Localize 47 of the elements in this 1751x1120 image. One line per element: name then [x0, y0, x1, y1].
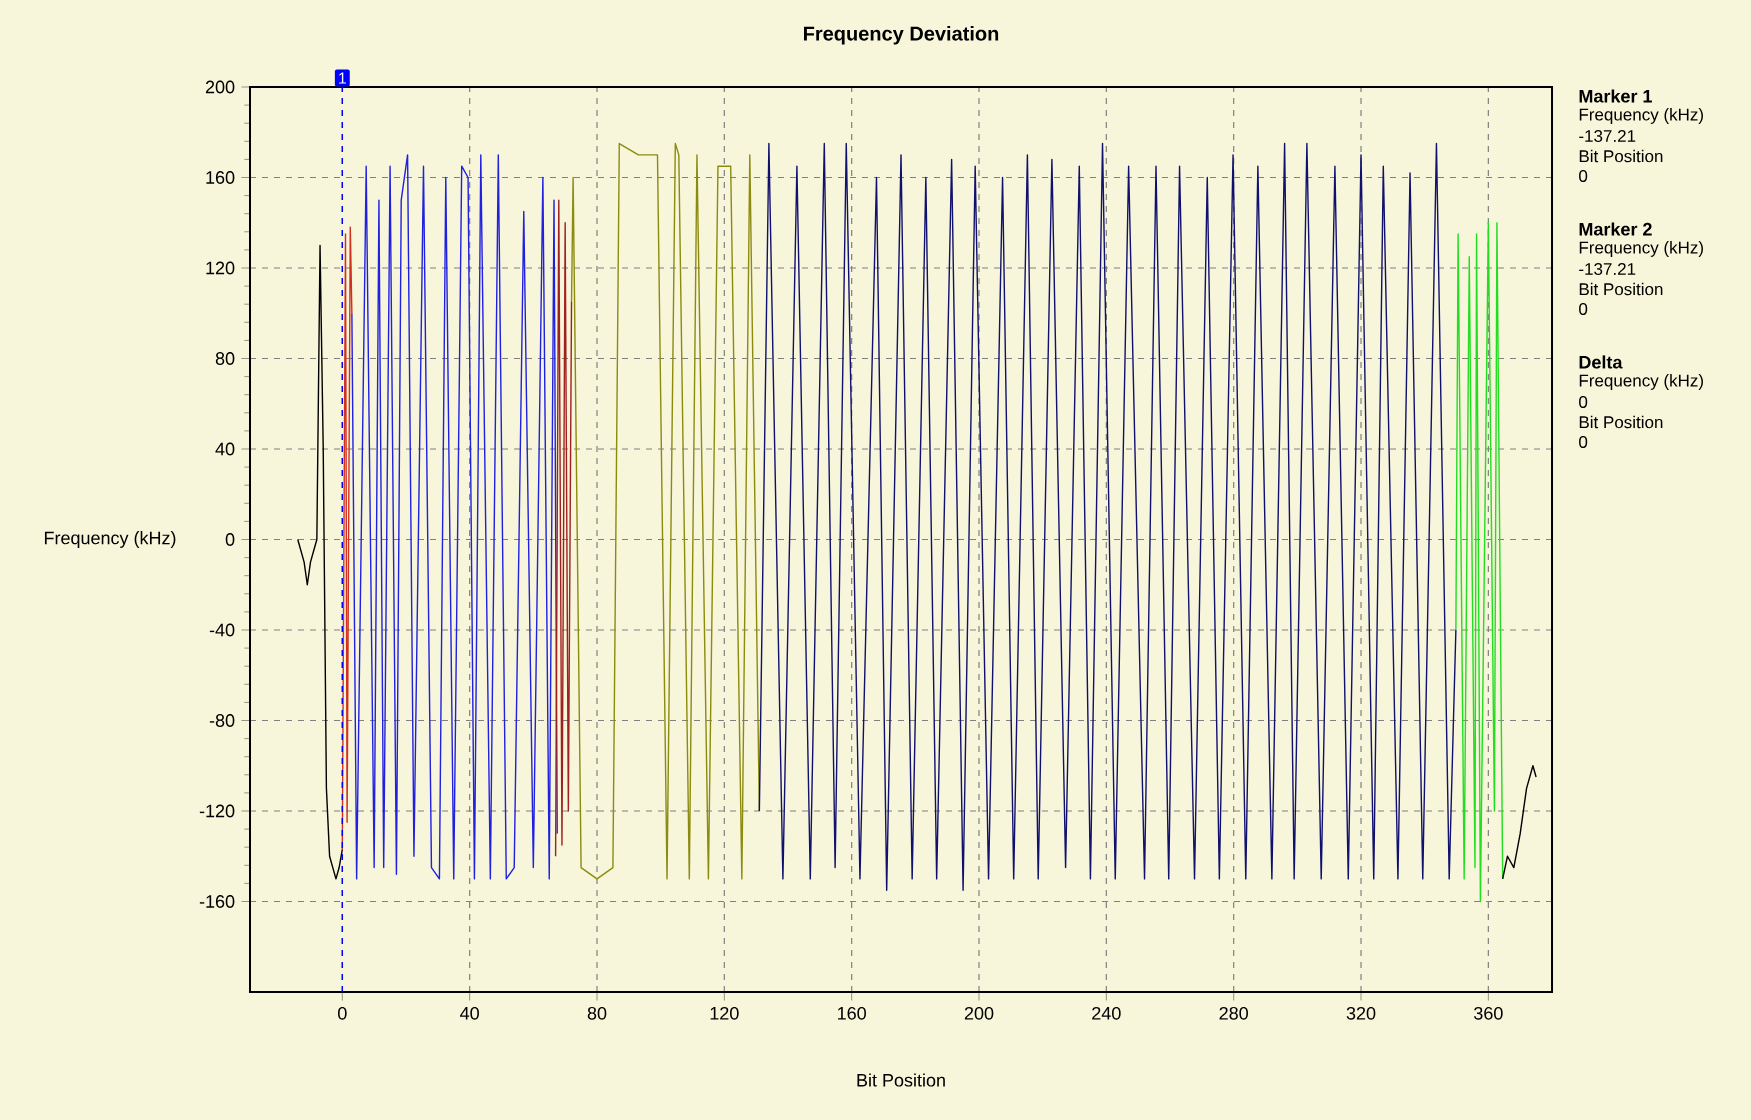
line-series	[758, 142, 1457, 891]
x-tick-label: 40	[460, 1006, 479, 1020]
text: Marker 2	[1579, 222, 1652, 236]
x-tick-label: 0	[338, 1006, 347, 1020]
chart-title: Frequency Deviation	[804, 25, 999, 45]
x-tick-label: 280	[1219, 1006, 1248, 1020]
text: Frequency (kHz)	[1579, 241, 1703, 257]
y-tick-label: 80	[215, 352, 235, 365]
x-tick-label: 360	[1474, 1006, 1503, 1020]
text: Frequency (kHz)	[1579, 374, 1703, 390]
line-series	[351, 154, 558, 880]
text: Delta	[1579, 355, 1623, 369]
y-tick-label: -160	[199, 895, 235, 908]
y-tick-label: 40	[215, 442, 235, 456]
text: Marker 1	[1579, 89, 1652, 103]
line-series	[1455, 222, 1504, 903]
text: 0	[1579, 169, 1588, 182]
x-axis-title: Bit Position	[857, 1073, 945, 1087]
y-tick-label: -120	[199, 804, 235, 818]
text: Bit Position	[1579, 149, 1663, 163]
text: 0	[1579, 302, 1588, 315]
x-tick-label: 200	[964, 1006, 994, 1020]
y-tick-label: -40	[209, 623, 235, 637]
x-tick-label: 120	[710, 1006, 739, 1020]
annotation: 1	[339, 72, 346, 84]
text: 0	[1579, 435, 1588, 448]
line-series	[554, 199, 573, 857]
x-tick-label: 80	[587, 1006, 607, 1020]
text: Bit Position	[1579, 415, 1663, 429]
text: Frequency (kHz)	[1579, 108, 1703, 124]
y-tick-label: 160	[206, 171, 235, 184]
y-tick-label: 120	[206, 261, 235, 275]
x-tick-label: 320	[1346, 1006, 1376, 1020]
x-tick-label: 160	[838, 1006, 866, 1020]
line-series	[297, 244, 344, 880]
x-tick-label: 240	[1092, 1006, 1121, 1020]
y-tick-label: 200	[205, 80, 235, 94]
y-tick-label: 0	[225, 533, 235, 546]
text: -137.21	[1579, 129, 1636, 142]
text: Bit Position	[1579, 282, 1663, 296]
line-series	[1501, 765, 1537, 880]
line-series	[570, 142, 761, 880]
y-tick-label: -80	[209, 714, 235, 727]
y-axis-title: Frequency (kHz)	[44, 531, 176, 548]
text: 0	[1579, 395, 1588, 408]
line-series	[341, 226, 353, 851]
text: -137.21	[1579, 262, 1636, 275]
